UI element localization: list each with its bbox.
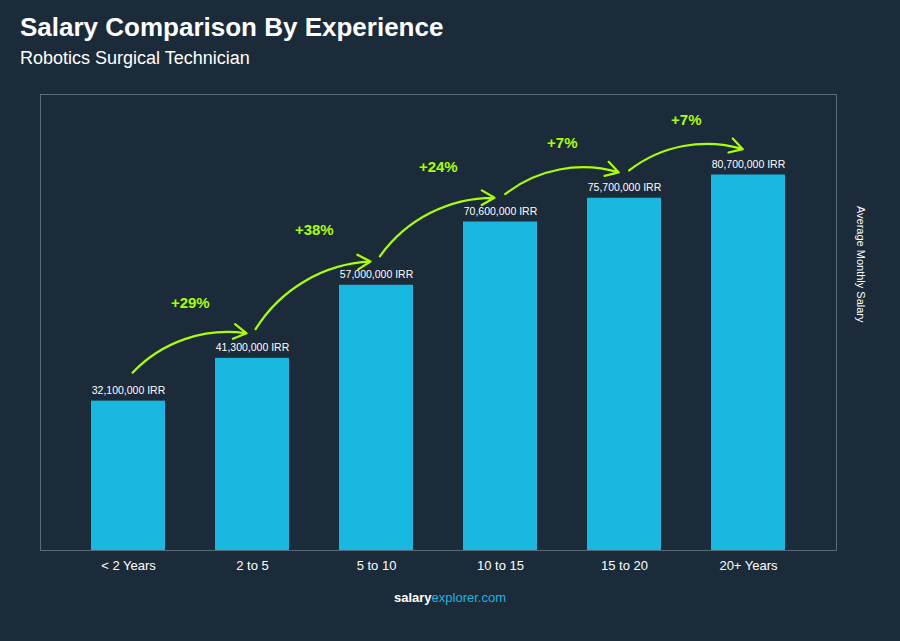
svg-text:32,100,000 IRR: 32,100,000 IRR xyxy=(92,384,166,396)
html-text:Salary Comparison By Experienc: Salary Comparison By Experience xyxy=(20,12,444,42)
svg-text:< 2 Years: < 2 Years xyxy=(101,558,156,573)
svg-text:5 to 10: 5 to 10 xyxy=(357,558,397,573)
svg-text:20+ Years: 20+ Years xyxy=(719,558,778,573)
svg-text:+38%: +38% xyxy=(295,221,334,238)
svg-text:70,600,000 IRR: 70,600,000 IRR xyxy=(464,205,538,217)
svg-text:2 to 5: 2 to 5 xyxy=(236,558,269,573)
html-text:Robotics Surgical Technician: Robotics Surgical Technician xyxy=(20,48,250,68)
svg-text:+29%: +29% xyxy=(171,294,210,311)
svg-text:41,300,000 IRR: 41,300,000 IRR xyxy=(216,341,290,353)
svg-text:Average Monthly Salary: Average Monthly Salary xyxy=(855,206,867,323)
svg-text:15 to 20: 15 to 20 xyxy=(601,558,648,573)
svg-text:57,000,000 IRR: 57,000,000 IRR xyxy=(340,268,414,280)
html-text:salary explorer.com: salary explorer.com xyxy=(394,590,506,605)
svg-text:10 to 15: 10 to 15 xyxy=(477,558,524,573)
svg-text:+7%: +7% xyxy=(547,134,577,151)
svg-text:80,700,000 IRR: 80,700,000 IRR xyxy=(712,158,786,170)
svg-text:+24%: +24% xyxy=(419,158,458,175)
svg-text:75,700,000 IRR: 75,700,000 IRR xyxy=(588,181,662,193)
svg-text:+7%: +7% xyxy=(671,111,701,128)
